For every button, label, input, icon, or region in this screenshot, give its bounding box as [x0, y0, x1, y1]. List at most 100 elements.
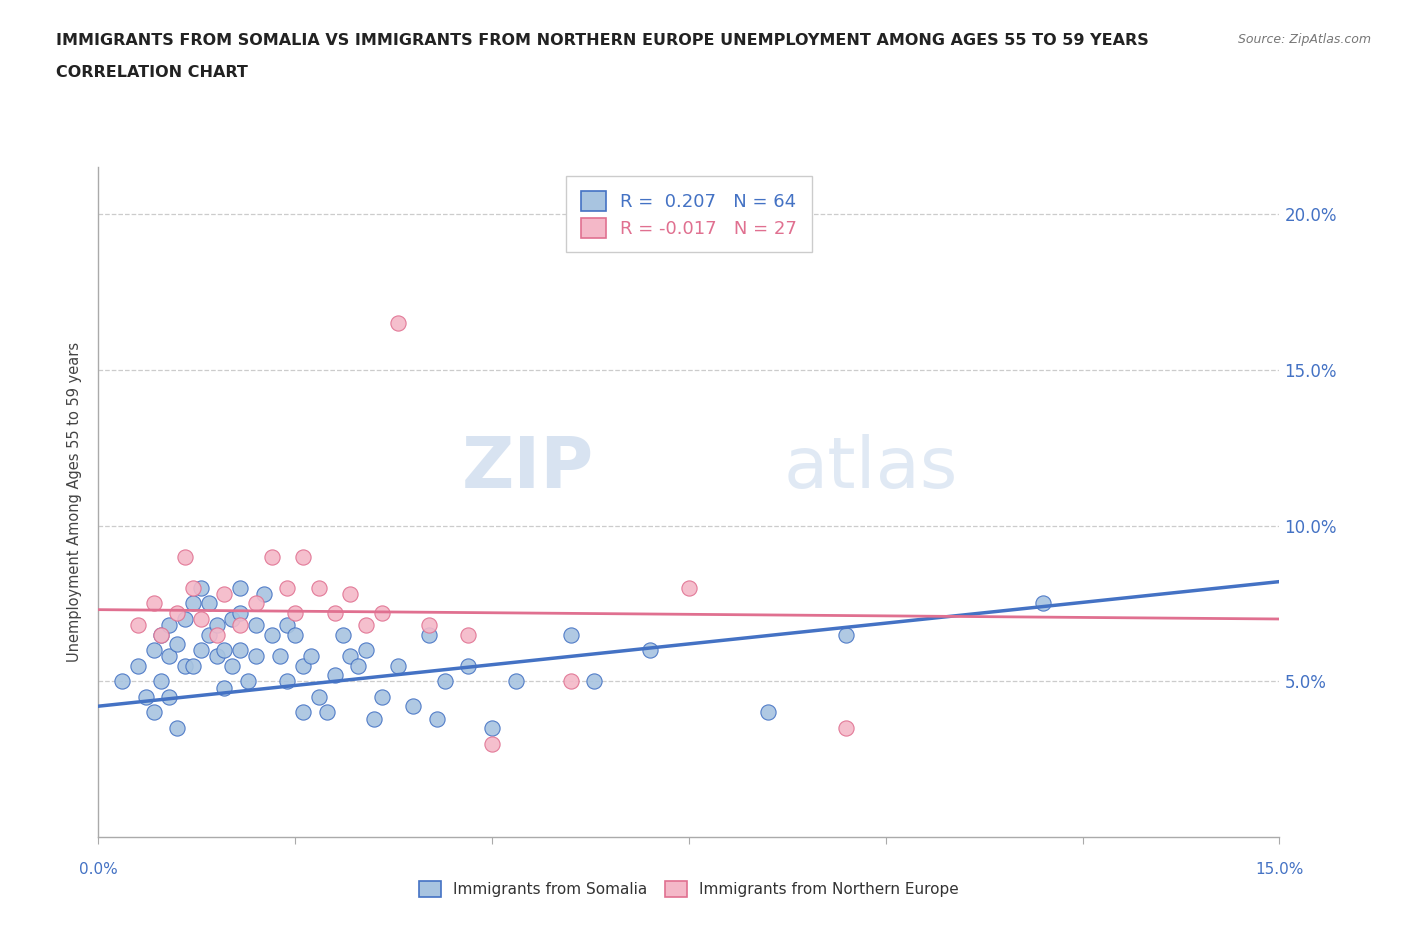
Point	[253, 587, 276, 602]
Text: CORRELATION CHART: CORRELATION CHART	[56, 65, 247, 80]
Point	[166, 721, 188, 736]
Point	[197, 627, 219, 642]
Point	[308, 580, 330, 595]
Point	[315, 705, 337, 720]
Point	[457, 627, 479, 642]
Point	[135, 689, 157, 704]
Point	[174, 658, 197, 673]
Point	[142, 596, 165, 611]
Point	[323, 668, 346, 683]
Point	[142, 705, 165, 720]
Point	[276, 674, 298, 689]
Point	[181, 580, 204, 595]
Text: 15.0%: 15.0%	[1256, 862, 1303, 877]
Point	[157, 689, 180, 704]
Point	[111, 674, 134, 689]
Point	[339, 587, 361, 602]
Point	[127, 618, 149, 632]
Point	[190, 580, 212, 595]
Point	[1032, 596, 1054, 611]
Point	[150, 674, 173, 689]
Point	[205, 649, 228, 664]
Point	[260, 627, 283, 642]
Point	[505, 674, 527, 689]
Point	[205, 618, 228, 632]
Point	[166, 636, 188, 651]
Point	[181, 658, 204, 673]
Point	[560, 674, 582, 689]
Text: Source: ZipAtlas.com: Source: ZipAtlas.com	[1237, 33, 1371, 46]
Point	[583, 674, 606, 689]
Point	[387, 658, 409, 673]
Point	[371, 689, 394, 704]
Point	[197, 596, 219, 611]
Point	[835, 721, 858, 736]
Point	[157, 649, 180, 664]
Point	[260, 550, 283, 565]
Text: 0.0%: 0.0%	[79, 862, 118, 877]
Point	[292, 705, 315, 720]
Point	[387, 315, 409, 330]
Point	[181, 596, 204, 611]
Point	[142, 643, 165, 658]
Point	[678, 580, 700, 595]
Point	[835, 627, 858, 642]
Point	[205, 627, 228, 642]
Point	[418, 618, 440, 632]
Point	[166, 605, 188, 620]
Point	[418, 627, 440, 642]
Y-axis label: Unemployment Among Ages 55 to 59 years: Unemployment Among Ages 55 to 59 years	[67, 342, 83, 662]
Point	[214, 587, 236, 602]
Text: ZIP: ZIP	[463, 434, 595, 503]
Point	[308, 689, 330, 704]
Point	[269, 649, 291, 664]
Text: atlas: atlas	[783, 434, 957, 503]
Point	[229, 580, 252, 595]
Point	[347, 658, 370, 673]
Point	[402, 698, 425, 713]
Point	[299, 649, 322, 664]
Point	[276, 618, 298, 632]
Point	[190, 643, 212, 658]
Point	[245, 618, 267, 632]
Point	[332, 627, 354, 642]
Point	[229, 618, 252, 632]
Point	[236, 674, 259, 689]
Point	[481, 737, 503, 751]
Point	[127, 658, 149, 673]
Point	[638, 643, 661, 658]
Point	[756, 705, 779, 720]
Point	[174, 612, 197, 627]
Point	[229, 643, 252, 658]
Text: IMMIGRANTS FROM SOMALIA VS IMMIGRANTS FROM NORTHERN EUROPE UNEMPLOYMENT AMONG AG: IMMIGRANTS FROM SOMALIA VS IMMIGRANTS FR…	[56, 33, 1149, 47]
Point	[284, 627, 307, 642]
Point	[190, 612, 212, 627]
Point	[214, 643, 236, 658]
Point	[323, 605, 346, 620]
Point	[157, 618, 180, 632]
Point	[457, 658, 479, 673]
Point	[433, 674, 456, 689]
Point	[426, 711, 449, 726]
Point	[292, 658, 315, 673]
Point	[214, 680, 236, 695]
Point	[292, 550, 315, 565]
Point	[371, 605, 394, 620]
Legend: Immigrants from Somalia, Immigrants from Northern Europe: Immigrants from Somalia, Immigrants from…	[413, 875, 965, 903]
Point	[174, 550, 197, 565]
Point	[150, 627, 173, 642]
Point	[363, 711, 385, 726]
Point	[560, 627, 582, 642]
Point	[245, 649, 267, 664]
Point	[221, 658, 243, 673]
Point	[354, 643, 377, 658]
Point	[339, 649, 361, 664]
Point	[481, 721, 503, 736]
Point	[354, 618, 377, 632]
Point	[221, 612, 243, 627]
Point	[229, 605, 252, 620]
Point	[150, 627, 173, 642]
Point	[284, 605, 307, 620]
Point	[245, 596, 267, 611]
Point	[276, 580, 298, 595]
